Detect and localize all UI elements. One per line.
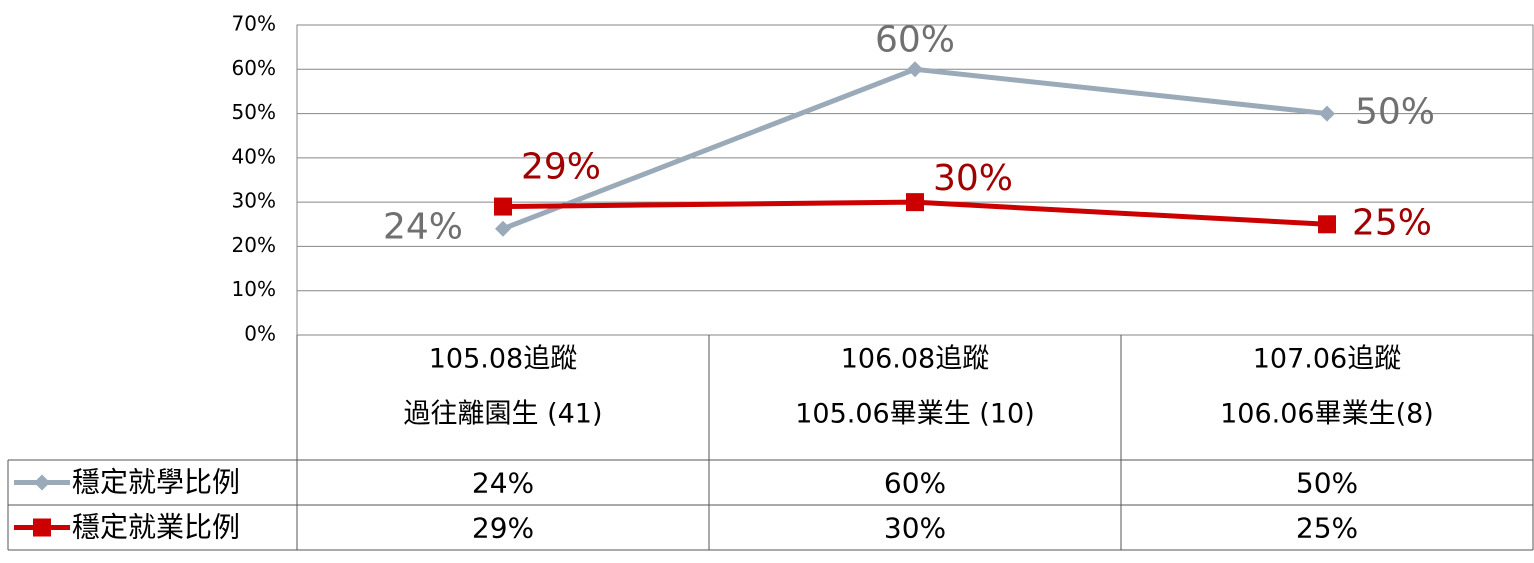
data-label: 50% bbox=[1355, 92, 1435, 133]
data-label: 29% bbox=[521, 147, 601, 188]
data-label: 30% bbox=[933, 158, 1013, 199]
marker bbox=[907, 61, 923, 78]
data-label: 24% bbox=[383, 207, 463, 248]
table-cell: 30% bbox=[884, 512, 946, 545]
plot-border bbox=[296, 24, 1534, 336]
y-tick-label: 70% bbox=[232, 12, 276, 36]
marker bbox=[906, 193, 924, 212]
x-tick-label: 過往離園生 (41) bbox=[403, 399, 602, 430]
y-tick-label: 10% bbox=[232, 277, 276, 301]
table-cell: 60% bbox=[884, 467, 946, 500]
y-tick-label: 20% bbox=[232, 233, 276, 257]
data-label: 25% bbox=[1352, 202, 1432, 243]
marker bbox=[1318, 215, 1336, 234]
table-cell: 50% bbox=[1296, 467, 1358, 500]
table-cell: 25% bbox=[1296, 512, 1358, 545]
x-tick-label: 107.06追蹤 bbox=[1253, 344, 1401, 375]
x-tick-label: 105.06畢業生 (10) bbox=[795, 399, 1034, 430]
legend-marker bbox=[34, 474, 50, 491]
y-tick-label: 30% bbox=[232, 189, 276, 213]
table-cell: 24% bbox=[472, 467, 534, 500]
marker bbox=[495, 220, 511, 237]
marker bbox=[494, 197, 512, 216]
legend-marker bbox=[33, 518, 51, 537]
marker bbox=[1319, 105, 1335, 122]
x-tick-label: 106.06畢業生(8) bbox=[1220, 399, 1434, 430]
legend-label: 穩定就學比例 bbox=[72, 466, 240, 499]
y-tick-label: 40% bbox=[232, 144, 276, 168]
table-cell: 29% bbox=[472, 512, 534, 545]
y-tick-label: 60% bbox=[232, 56, 276, 80]
y-tick-label: 0% bbox=[244, 322, 276, 346]
legend-label: 穩定就業比例 bbox=[72, 511, 240, 544]
x-tick-label: 105.08追蹤 bbox=[429, 344, 577, 375]
x-tick-label: 106.08追蹤 bbox=[841, 344, 989, 375]
y-tick-label: 50% bbox=[232, 100, 276, 124]
data-label: 60% bbox=[875, 19, 955, 60]
